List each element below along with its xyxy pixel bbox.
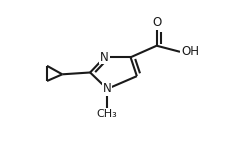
Text: N: N (100, 51, 108, 64)
Text: N: N (102, 82, 111, 95)
Text: OH: OH (180, 45, 198, 58)
Text: CH₃: CH₃ (96, 109, 117, 119)
Text: O: O (151, 16, 161, 29)
